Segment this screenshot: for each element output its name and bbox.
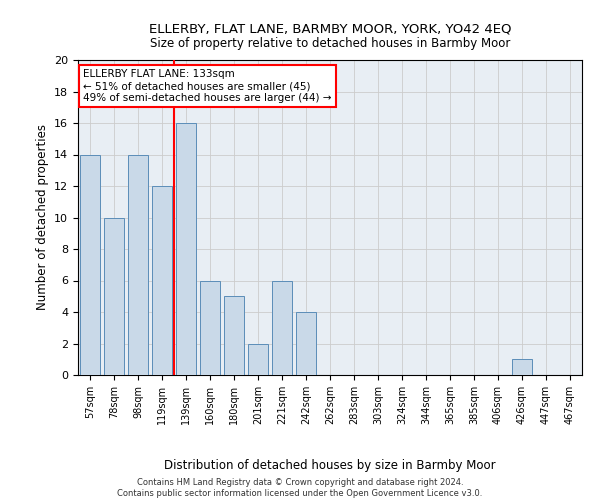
Text: ELLERBY, FLAT LANE, BARMBY MOOR, YORK, YO42 4EQ: ELLERBY, FLAT LANE, BARMBY MOOR, YORK, Y… (149, 22, 511, 36)
Bar (224, 296, 244, 375)
Text: ELLERBY FLAT LANE: 133sqm
← 51% of detached houses are smaller (45)
49% of semi-: ELLERBY FLAT LANE: 133sqm ← 51% of detac… (83, 70, 332, 102)
Bar (128, 154, 148, 375)
Bar (512, 359, 532, 375)
Text: Contains HM Land Registry data © Crown copyright and database right 2024.
Contai: Contains HM Land Registry data © Crown c… (118, 478, 482, 498)
Bar (152, 186, 172, 375)
Text: Size of property relative to detached houses in Barmby Moor: Size of property relative to detached ho… (150, 38, 510, 51)
Bar (272, 280, 292, 375)
Bar (248, 344, 268, 375)
Y-axis label: Number of detached properties: Number of detached properties (35, 124, 49, 310)
Bar (176, 123, 196, 375)
Text: Distribution of detached houses by size in Barmby Moor: Distribution of detached houses by size … (164, 460, 496, 472)
Bar (104, 218, 124, 375)
Bar (80, 154, 100, 375)
Bar (200, 280, 220, 375)
Bar (296, 312, 316, 375)
